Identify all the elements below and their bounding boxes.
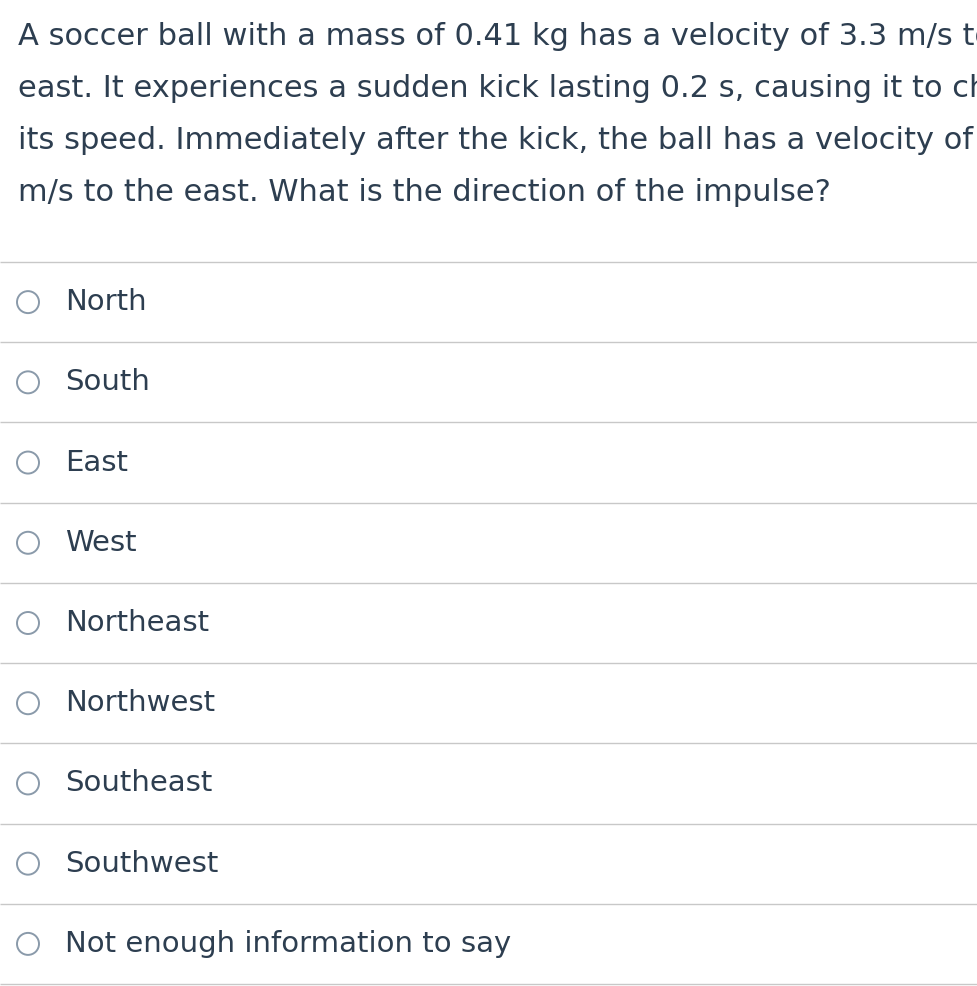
Text: Southwest: Southwest	[64, 850, 218, 878]
Text: Northwest: Northwest	[64, 689, 215, 717]
Ellipse shape	[17, 372, 39, 393]
Ellipse shape	[17, 612, 39, 634]
Ellipse shape	[17, 933, 39, 954]
Text: east. It experiences a sudden kick lasting 0.2 s, causing it to change: east. It experiences a sudden kick lasti…	[18, 74, 977, 103]
Text: Not enough information to say: Not enough information to say	[64, 930, 511, 957]
Text: West: West	[64, 528, 137, 557]
Text: South: South	[64, 369, 149, 396]
Text: m/s to the east. What is the direction of the impulse?: m/s to the east. What is the direction o…	[18, 178, 830, 207]
Text: A soccer ball with a mass of 0.41 kg has a velocity of 3.3 m/s to the: A soccer ball with a mass of 0.41 kg has…	[18, 22, 977, 51]
Ellipse shape	[17, 853, 39, 875]
Ellipse shape	[17, 452, 39, 473]
Ellipse shape	[17, 291, 39, 314]
Text: its speed. Immediately after the kick, the ball has a velocity of 2.2: its speed. Immediately after the kick, t…	[18, 126, 977, 155]
Ellipse shape	[17, 692, 39, 714]
Text: Northeast: Northeast	[64, 609, 209, 637]
Text: East: East	[64, 449, 128, 476]
Ellipse shape	[17, 531, 39, 554]
Text: North: North	[64, 288, 147, 317]
Text: Southeast: Southeast	[64, 769, 212, 798]
Ellipse shape	[17, 772, 39, 795]
